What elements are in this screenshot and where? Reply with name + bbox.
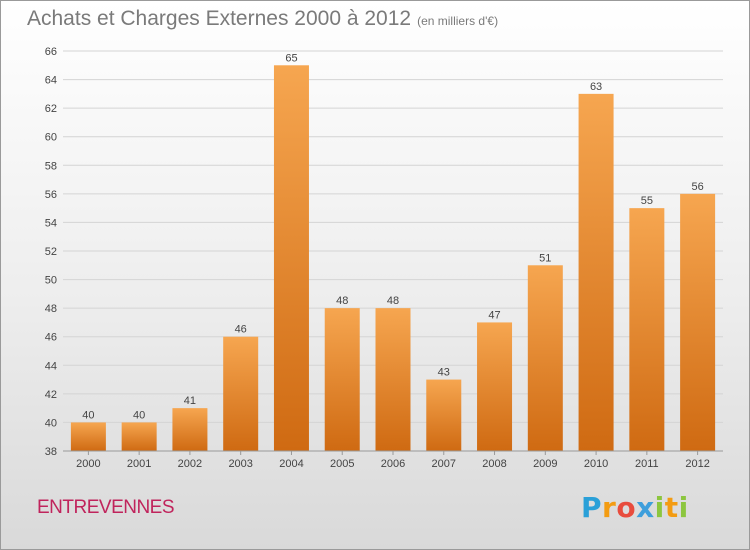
x-tick-label: 2008 (482, 458, 506, 470)
y-tick-label: 48 (45, 303, 57, 315)
y-tick-label: 66 (45, 46, 57, 58)
data-label: 41 (184, 395, 196, 407)
logo-letter: x (636, 491, 655, 524)
y-tick-label: 38 (45, 446, 57, 458)
x-tick-label: 2012 (685, 458, 709, 470)
bar (273, 65, 309, 452)
x-tick-label: 2003 (228, 458, 252, 470)
y-tick-label: 62 (45, 103, 57, 115)
bar (629, 208, 665, 451)
y-tick-label: 56 (45, 189, 57, 201)
bar (477, 322, 513, 451)
data-label: 46 (235, 324, 247, 336)
logo-letter: i (654, 491, 665, 524)
data-label: 55 (641, 195, 653, 207)
x-tick-label: 2006 (381, 458, 405, 470)
bar (578, 93, 614, 451)
data-label: 63 (590, 81, 602, 93)
data-labels: 40 40 41 46 65 48 48 43 47 51 63 55 56 (82, 52, 703, 421)
x-tick-label: 2007 (432, 458, 456, 470)
chart-title: Achats et Charges Externes 2000 à 2012 (e… (27, 7, 498, 31)
y-tick-label: 58 (45, 160, 57, 172)
chart-subtitle: (en milliers d'€) (417, 14, 499, 28)
x-tick-label: 2001 (127, 458, 151, 470)
y-tick-label: 64 (45, 75, 57, 87)
logo-letter: r (602, 491, 617, 524)
commune-name: ENTREVENNES (37, 497, 175, 518)
bar (680, 193, 716, 451)
data-label: 65 (285, 52, 297, 64)
logo-letter: P (581, 491, 603, 524)
y-tick-label: 52 (45, 246, 57, 258)
bar (223, 336, 259, 451)
proxiti-logo: Proxiti (581, 491, 689, 524)
bars (70, 65, 716, 452)
data-label: 40 (133, 409, 145, 421)
bar (324, 308, 360, 451)
bar (70, 422, 106, 451)
data-label: 51 (539, 252, 551, 264)
bar (527, 265, 563, 451)
x-tick-label: 2002 (178, 458, 202, 470)
x-tick-label: 2000 (76, 458, 100, 470)
x-tick-label: 2004 (279, 458, 303, 470)
x-tick-label: 2011 (635, 458, 659, 470)
logo-letter: i (678, 491, 689, 524)
logo-letter: t (664, 491, 679, 524)
data-label: 48 (336, 295, 348, 307)
logo-letter: o (616, 491, 637, 524)
data-label: 47 (488, 309, 500, 321)
y-tick-label: 50 (45, 275, 57, 287)
y-tick-label: 44 (45, 360, 57, 372)
y-tick-label: 42 (45, 389, 57, 401)
data-label: 48 (387, 295, 399, 307)
data-label: 43 (438, 367, 450, 379)
x-axis: 2000 2001 2002 2003 2004 2005 2006 2007 2008 2009… (76, 451, 710, 470)
chart-title-text: Achats et Charges Externes 2000 à 2012 (27, 7, 412, 30)
x-tick-label: 2010 (584, 458, 608, 470)
y-tick-label: 54 (45, 217, 57, 229)
y-tick-label: 46 (45, 332, 57, 344)
data-label: 56 (691, 181, 703, 193)
y-tick-label: 60 (45, 132, 57, 144)
x-tick-label: 2005 (330, 458, 354, 470)
bar (375, 308, 411, 451)
x-tick-label: 2009 (533, 458, 557, 470)
data-label: 40 (82, 409, 94, 421)
y-tick-label: 40 (45, 417, 57, 429)
bar (426, 379, 462, 451)
bar (172, 408, 208, 451)
bar (121, 422, 157, 451)
